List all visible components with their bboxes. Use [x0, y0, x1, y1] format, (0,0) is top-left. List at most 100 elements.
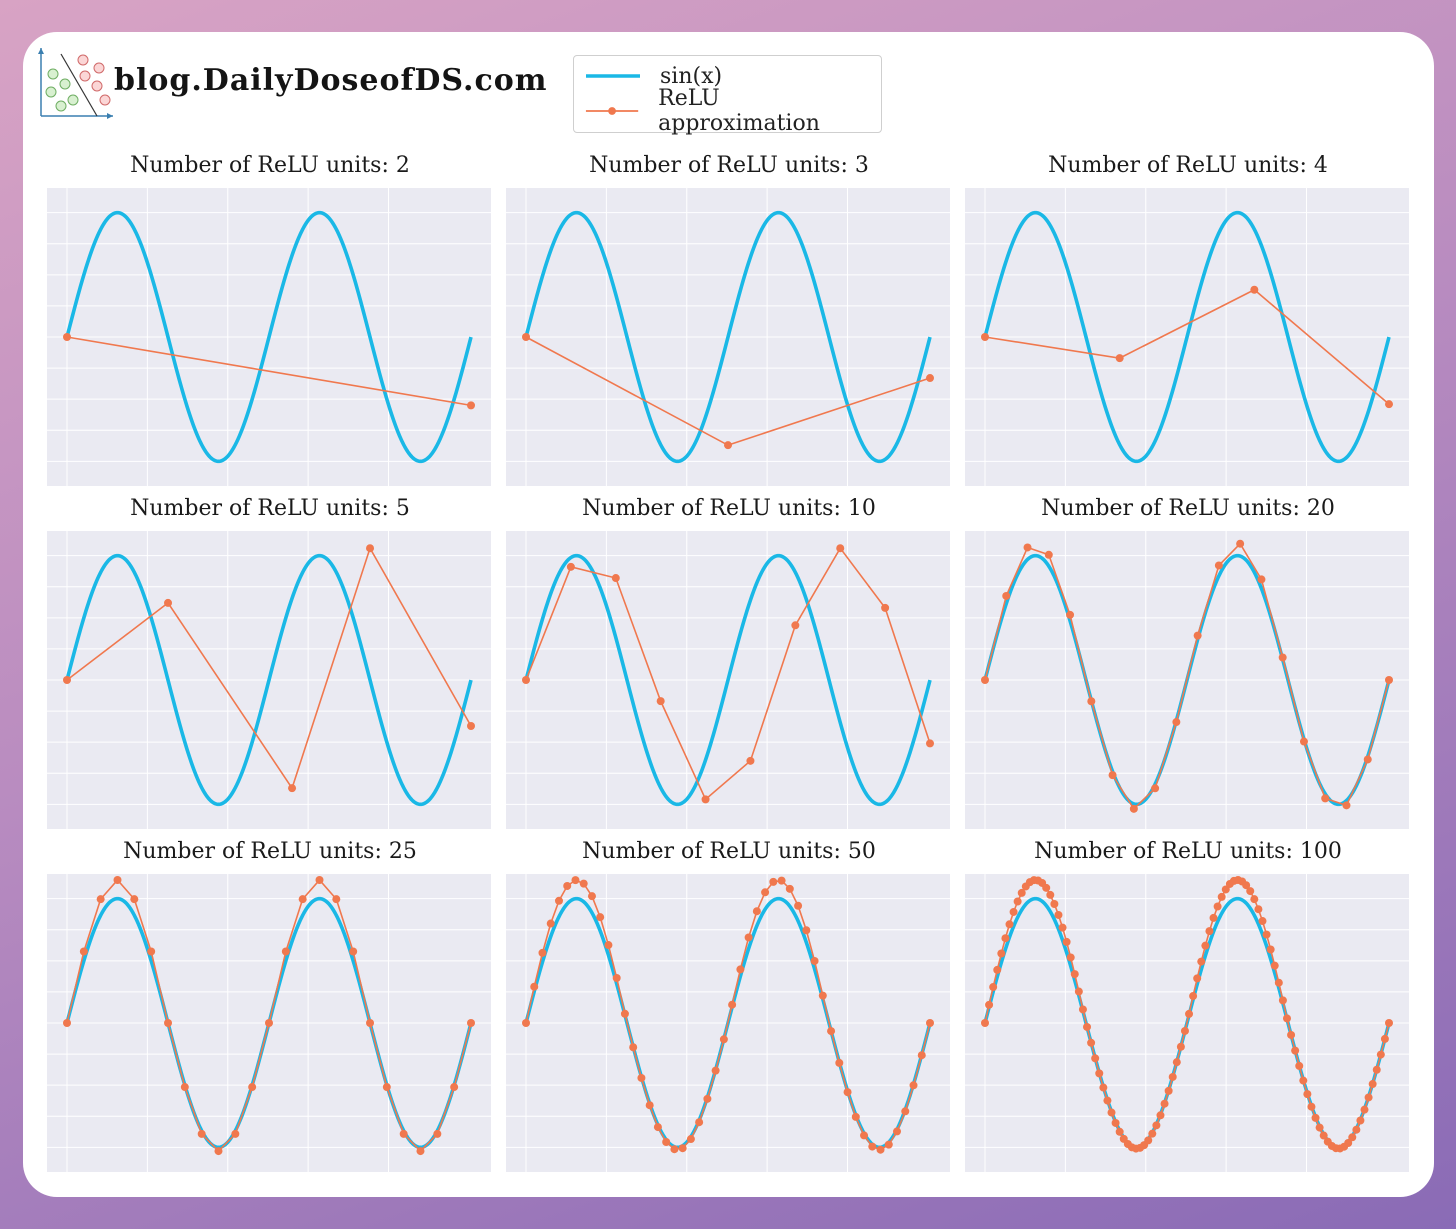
relu-point: [794, 901, 803, 910]
relu-point: [1380, 1034, 1389, 1043]
relu-point: [997, 949, 1006, 958]
relu-point: [810, 956, 819, 965]
relu-point: [926, 1019, 934, 1027]
relu-point: [1074, 987, 1083, 996]
relu-point: [197, 1129, 206, 1138]
relu-point: [620, 1009, 629, 1018]
subplot-panel: [47, 531, 491, 829]
relu-point: [1213, 902, 1222, 911]
legend: sin(x) ReLU approximation: [573, 55, 882, 136]
relu-point: [604, 941, 613, 950]
legend-sine-swatch: [586, 74, 640, 78]
relu-point: [1172, 1058, 1181, 1067]
relu-point: [1363, 755, 1372, 764]
sine-series-line: [65, 210, 473, 464]
relu-point: [728, 1000, 737, 1009]
relu-point: [1258, 917, 1267, 926]
relu-point: [1009, 907, 1018, 916]
relu-point: [164, 1019, 173, 1027]
relu-point: [851, 1112, 860, 1121]
relu-point: [1108, 771, 1117, 780]
relu-point: [1180, 1026, 1189, 1035]
panel-title: Number of ReLU units: 25: [123, 839, 417, 864]
legend-item-sine: sin(x): [584, 61, 722, 91]
relu-point: [1103, 1096, 1112, 1105]
relu-point: [981, 333, 989, 341]
relu-point: [1062, 937, 1071, 946]
relu-point: [1164, 1086, 1173, 1095]
relu-point: [686, 1135, 695, 1144]
relu-point: [596, 913, 605, 922]
relu-point: [1299, 1076, 1308, 1085]
relu-point: [1070, 970, 1079, 979]
relu-point: [1044, 550, 1053, 559]
relu-point: [1205, 927, 1214, 936]
relu-point: [147, 947, 156, 956]
relu-point: [522, 676, 530, 684]
relu-series-line: [984, 879, 1390, 1150]
relu-point: [522, 333, 530, 341]
relu-point: [1156, 1111, 1165, 1120]
relu-point: [566, 562, 575, 571]
relu-point: [1087, 1038, 1096, 1047]
relu-point: [1221, 885, 1230, 894]
relu-point: [538, 948, 547, 957]
relu-point: [416, 1147, 425, 1156]
relu-point: [1307, 1102, 1316, 1111]
relu-point: [1189, 992, 1198, 1001]
relu-point: [1303, 1090, 1312, 1099]
relu-point: [752, 907, 761, 916]
relu-point: [1066, 953, 1075, 962]
relu-point: [563, 881, 572, 890]
relu-point: [802, 926, 811, 935]
relu-point: [63, 1019, 71, 1027]
relu-point: [265, 1019, 273, 1027]
relu-point: [1005, 920, 1014, 929]
relu-point: [1274, 978, 1283, 987]
relu-point: [1278, 653, 1287, 662]
relu-point: [876, 1145, 885, 1154]
legend-label-sine: sin(x): [660, 63, 723, 89]
relu-point: [670, 1145, 679, 1154]
relu-point: [611, 574, 620, 583]
relu-point: [860, 1131, 869, 1140]
relu-point: [231, 1129, 240, 1138]
relu-series-line: [66, 336, 472, 407]
relu-point: [701, 795, 710, 804]
brand-url: blog.DailyDoseofDS.com: [114, 63, 548, 98]
relu-point: [467, 1019, 475, 1027]
subplot-panel: [506, 188, 950, 486]
relu-point: [884, 1140, 893, 1149]
relu-point: [1042, 883, 1051, 892]
subplot-panel: [965, 531, 1409, 829]
relu-point: [1111, 1118, 1120, 1127]
relu-point: [981, 676, 989, 684]
relu-point: [1266, 945, 1275, 954]
relu-point: [893, 1127, 902, 1136]
relu-point: [1078, 1005, 1087, 1014]
relu-point: [736, 965, 745, 974]
sine-series-line: [65, 553, 473, 807]
relu-point: [1385, 400, 1393, 409]
relu-point: [366, 544, 375, 553]
relu-point: [1319, 1131, 1328, 1140]
logo-icon: [38, 48, 113, 119]
relu-point: [1002, 591, 1011, 600]
relu-point: [450, 1083, 459, 1092]
relu-point: [818, 991, 827, 1000]
relu-point: [1217, 892, 1226, 901]
relu-point: [653, 1123, 662, 1132]
relu-point: [63, 333, 71, 341]
panel-title: Number of ReLU units: 5: [130, 496, 410, 521]
relu-point: [96, 895, 105, 904]
relu-point: [917, 1051, 926, 1060]
relu-point: [637, 1073, 646, 1082]
relu-point: [656, 697, 665, 706]
relu-point: [1017, 888, 1026, 897]
panel-title: Number of ReLU units: 10: [582, 496, 876, 521]
relu-point: [836, 544, 845, 553]
relu-point: [1348, 1133, 1357, 1142]
relu-point: [843, 1088, 852, 1097]
relu-point: [248, 1083, 257, 1092]
relu-point: [881, 603, 890, 612]
